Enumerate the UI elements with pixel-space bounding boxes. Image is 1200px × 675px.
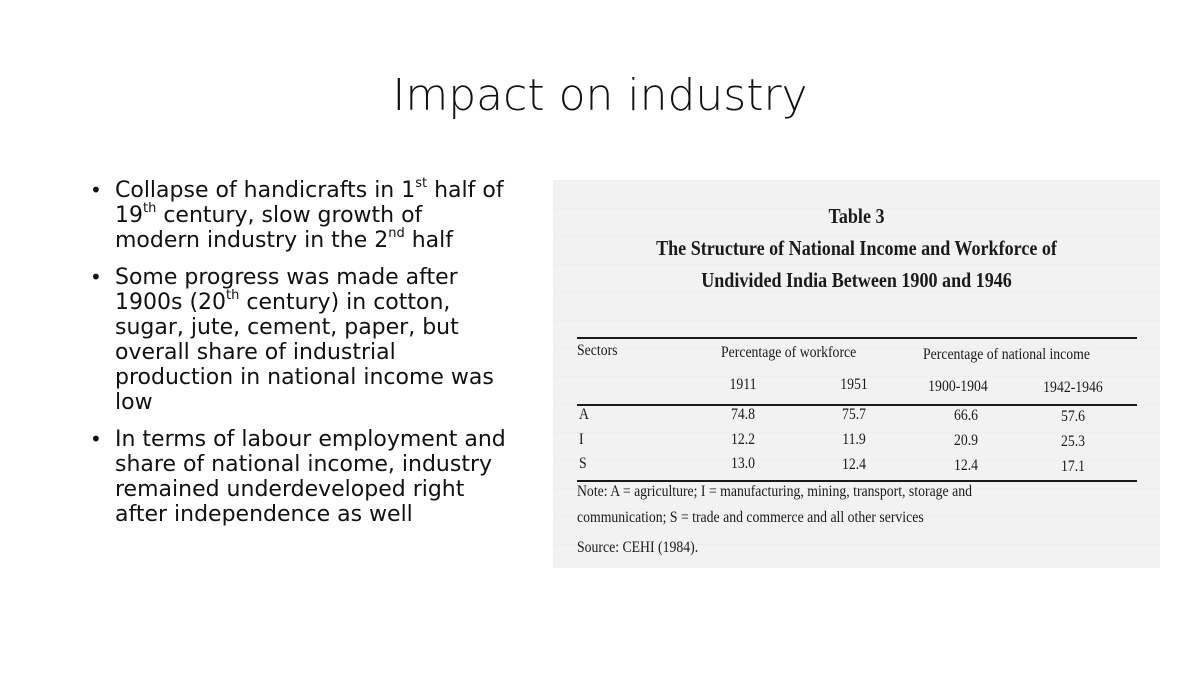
col-header-sectors: Sectors (577, 342, 618, 359)
bullet-dot-icon: • (90, 178, 102, 202)
table-cell: 57.6 (1060, 408, 1086, 425)
table-header-rule (577, 404, 1137, 406)
table-top-rule (577, 337, 1137, 339)
bullet-list: • Collapse of handicrafts in 1st half of … (90, 175, 510, 539)
table-cell: 12.4 (953, 457, 979, 474)
superscript-text: th (226, 287, 240, 303)
row-sector: A (579, 406, 589, 423)
table-cell: 13.0 (730, 455, 756, 472)
year-header: 1942-1946 (1043, 379, 1103, 396)
bullet-text-part: half of 19 (115, 178, 504, 228)
bullet-text-part: century) in cotton, sugar, jute, cement,… (115, 290, 494, 415)
bullet-text-part: Some progress was made after 1900s (20 (115, 265, 458, 315)
bullet-text: Collapse of handicrafts in 1st half of 1… (115, 175, 504, 253)
bullet-text: In terms of labour employment and share … (115, 427, 506, 527)
year-header: 1911 (729, 376, 757, 393)
table-note-line2: communication; S = trade and commerce an… (577, 509, 924, 526)
bullet-text-part: half (404, 228, 454, 253)
bullet-text: Some progress was made after 1900s (20th… (115, 265, 494, 415)
table-cell: 12.2 (730, 431, 756, 448)
year-header: 1900-1904 (928, 378, 988, 395)
bullet-dot-icon: • (90, 265, 102, 289)
table-number: Table 3 (828, 204, 885, 228)
table-source: Source: CEHI (1984). (577, 539, 699, 556)
superscript-text: th (143, 200, 157, 216)
row-sector: I (579, 431, 584, 448)
table-cell: 66.6 (953, 407, 979, 424)
bullet-item: • Some progress was made after 1900s (20t… (90, 265, 510, 415)
table-cell: 12.4 (841, 456, 867, 473)
scanned-table-image: Table 3 The Structure of National Income… (553, 180, 1160, 568)
table-cell: 75.7 (841, 406, 867, 423)
bullet-item: • In terms of labour employment and share… (90, 427, 510, 527)
col-group-income: Percentage of national income (923, 346, 1090, 363)
bullet-text-part: century, slow growth of modern industry … (115, 203, 423, 253)
table-bottom-rule (577, 480, 1137, 482)
col-group-workforce: Percentage of workforce (721, 344, 857, 361)
bullet-text-part: In terms of labour employment and share … (115, 427, 506, 527)
table-cell: 74.8 (730, 406, 756, 423)
table-note-line1: Note: A = agriculture; I = manufacturing… (577, 483, 972, 500)
table-cell: 25.3 (1060, 433, 1086, 450)
table-cell: 17.1 (1060, 458, 1086, 475)
table-title-line1: The Structure of National Income and Wor… (656, 236, 1057, 260)
table-title-line2: Undivided India Between 1900 and 1946 (701, 268, 1012, 292)
table-cell: 20.9 (953, 432, 979, 449)
superscript-text: st (415, 175, 428, 191)
table-cell: 11.9 (842, 431, 866, 448)
bullet-item: • Collapse of handicrafts in 1st half of … (90, 175, 510, 253)
bullet-text-part: Collapse of handicrafts in 1 (115, 178, 416, 203)
year-header: 1951 (840, 376, 868, 393)
bullet-dot-icon: • (90, 427, 102, 451)
superscript-text: nd (388, 225, 405, 241)
slide-title: Impact on industry (392, 70, 808, 121)
row-sector: S (579, 455, 587, 472)
